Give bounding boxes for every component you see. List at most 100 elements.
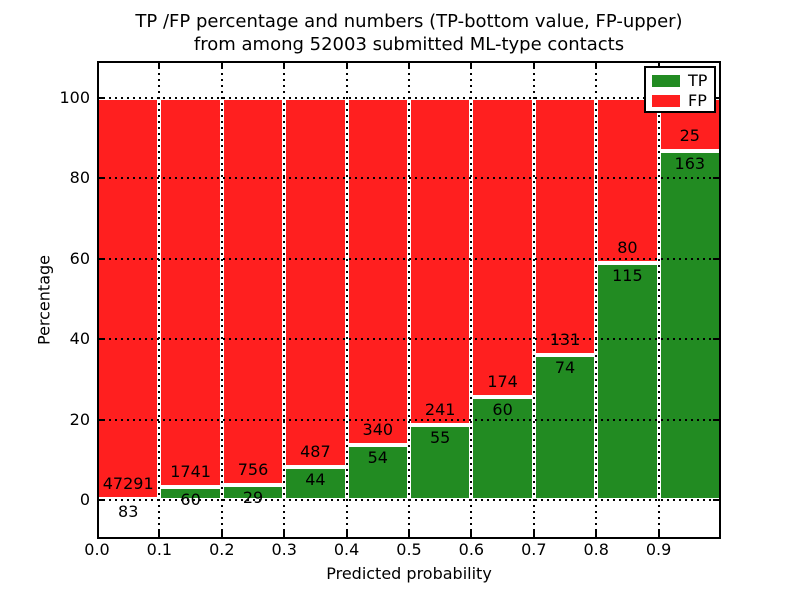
bar-segment-tp xyxy=(221,485,285,500)
tick-mark xyxy=(595,63,598,69)
tick-mark xyxy=(532,63,535,69)
bar-segment-tp xyxy=(284,466,347,500)
legend-label: TP xyxy=(688,71,708,90)
tick-mark xyxy=(713,338,719,341)
tp-value-label: 163 xyxy=(674,154,706,174)
tp-value-label: 115 xyxy=(612,265,643,285)
tick-mark xyxy=(713,418,719,421)
bar-segment-fp xyxy=(221,98,285,486)
tp-value-label: 55 xyxy=(430,428,451,448)
tick-mark xyxy=(220,531,223,537)
plot-frame xyxy=(97,61,721,539)
x-tick-label: 0.3 xyxy=(271,540,297,559)
x-tick-label: 0.6 xyxy=(458,540,485,559)
tp-value-label: 60 xyxy=(492,399,513,419)
tp-value-label: 29 xyxy=(242,488,264,508)
bar-segment-fp xyxy=(471,98,534,397)
y-tick-label: 80 xyxy=(69,168,90,188)
tick-mark xyxy=(470,63,473,69)
fp-value-label: 131 xyxy=(549,329,581,349)
fp-value-label: 241 xyxy=(424,400,456,420)
tick-mark xyxy=(283,63,286,69)
tp-value-label: 74 xyxy=(554,357,576,377)
bar-segment-tp xyxy=(596,262,659,500)
tick-mark xyxy=(713,97,719,99)
tick-mark xyxy=(408,63,410,69)
tick-mark xyxy=(595,531,598,537)
tick-mark xyxy=(99,418,105,421)
x-tick-label: 0.2 xyxy=(209,540,235,559)
fp-value-label: 174 xyxy=(487,371,518,391)
legend-label: FP xyxy=(688,91,707,110)
plot-area: 47291 83 1741 60 756 29 487 44 340 54 241 55 174 60 13… xyxy=(97,61,721,539)
bar-segment-tp xyxy=(159,486,222,500)
tick-mark xyxy=(99,177,105,180)
tick-mark xyxy=(532,531,535,537)
bar-segment-tp xyxy=(471,396,534,500)
tp-value-label: 54 xyxy=(367,447,388,467)
tick-mark xyxy=(158,531,161,537)
tick-mark xyxy=(345,63,348,69)
tick-mark xyxy=(470,531,473,537)
x-tick-label: 0.5 xyxy=(396,540,422,559)
bar-segment-fp xyxy=(284,98,347,467)
gridline-vertical xyxy=(470,61,473,539)
fp-value-label: 756 xyxy=(237,460,269,480)
fp-value-label: 1741 xyxy=(170,461,211,481)
gridline-vertical xyxy=(220,61,223,539)
legend: TP FP xyxy=(644,66,716,113)
gridline-vertical xyxy=(595,61,598,539)
gridline-vertical xyxy=(532,61,535,539)
x-tick-label: 0.1 xyxy=(146,540,173,559)
bar-segment-fp xyxy=(346,98,409,445)
legend-entry: FP xyxy=(652,91,708,110)
tick-mark xyxy=(345,531,348,537)
gridline-vertical xyxy=(158,61,161,539)
tick-mark xyxy=(283,531,286,537)
y-tick-label: 20 xyxy=(69,409,90,429)
tick-mark xyxy=(99,499,105,501)
chart-title-line1: TP /FP percentage and numbers (TP-bottom… xyxy=(135,11,683,32)
tick-mark xyxy=(99,338,105,341)
bar-segment-tp xyxy=(409,425,472,500)
x-tick-label: 0.4 xyxy=(333,540,360,559)
tick-mark xyxy=(713,499,719,501)
tick-mark xyxy=(99,97,105,99)
tick-mark xyxy=(657,531,660,537)
x-tick-label: 0.8 xyxy=(583,540,609,559)
fp-value-label: 340 xyxy=(362,419,394,439)
tick-mark xyxy=(408,531,410,537)
bar-segment-tp xyxy=(658,151,721,500)
legend-entry: TP xyxy=(652,71,708,90)
y-tick-label: 0 xyxy=(79,490,90,509)
tp-value-label: 44 xyxy=(305,469,326,489)
tick-mark xyxy=(220,63,223,69)
y-tick-label: 60 xyxy=(69,248,90,268)
gridline-vertical xyxy=(657,61,660,539)
x-tick-label: 0.7 xyxy=(521,540,547,559)
fp-value-label: 487 xyxy=(300,441,331,461)
tick-mark xyxy=(99,257,105,260)
bar-segment-tp xyxy=(346,444,409,500)
bar-segment-fp xyxy=(409,98,472,426)
bar-segment-tp xyxy=(533,354,597,500)
legend-swatch-tp xyxy=(652,74,680,87)
x-tick-label: 0.9 xyxy=(645,540,672,559)
legend-swatch-fp xyxy=(652,94,680,107)
chart-title: TP /FP percentage and numbers (TP-bottom… xyxy=(97,10,721,56)
tick-mark xyxy=(158,63,161,69)
tp-value-label: 83 xyxy=(118,502,139,522)
tick-mark xyxy=(713,177,719,180)
y-tick-label: 100 xyxy=(59,88,90,107)
gridline-vertical xyxy=(345,61,348,539)
fp-value-label: 80 xyxy=(617,237,638,257)
chart-title-line2: from among 52003 submitted ML-type conta… xyxy=(193,34,625,55)
fp-value-label: 25 xyxy=(679,126,700,146)
y-tick-label: 40 xyxy=(69,329,90,349)
fp-value-label: 47291 xyxy=(102,474,154,494)
tp-value-label: 60 xyxy=(180,489,201,509)
x-tick-label: 0.0 xyxy=(84,540,110,559)
gridline-vertical xyxy=(283,61,286,539)
gridline-vertical xyxy=(408,61,410,539)
